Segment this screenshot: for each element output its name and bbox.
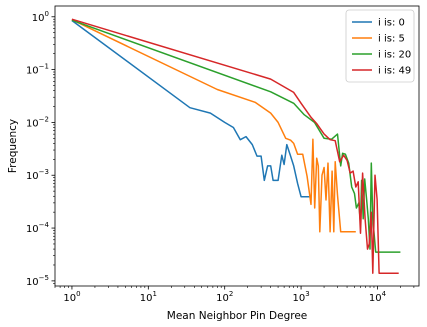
- y-tick-label: 10−3: [26, 168, 49, 182]
- legend-box: [345, 9, 415, 83]
- x-tick-label: 101: [140, 290, 157, 304]
- x-tick-label: 102: [216, 290, 233, 304]
- x-tick-label: 100: [63, 290, 80, 304]
- series-line-0: [71, 19, 311, 198]
- x-tick-label: 103: [292, 290, 309, 304]
- series-line-3: [71, 18, 399, 274]
- y-tick-label: 10−4: [26, 221, 50, 235]
- y-tick-label: 10−1: [26, 63, 49, 77]
- y-axis-label: Frequency: [7, 119, 19, 173]
- plot-frame: [54, 5, 420, 287]
- lines-layer: [71, 18, 401, 274]
- y-tick-label: 10−5: [26, 274, 49, 288]
- legend-label: i is: 5: [378, 34, 405, 45]
- series-line-1: [71, 19, 356, 233]
- series-line-2: [71, 19, 401, 253]
- legend-label: i is: 49: [378, 66, 411, 77]
- y-tick-label: 100: [32, 10, 49, 24]
- x-tick-label: 104: [369, 290, 387, 304]
- x-ticks: 100 101 102 103 104: [54, 286, 415, 304]
- legend-label: i is: 0: [378, 18, 405, 29]
- y-tick-label: 10−2: [26, 115, 49, 129]
- legend: i is: 0 i is: 5 i is: 20 i is: 49: [345, 9, 415, 83]
- y-ticks: 10−5 10−4 10−3 10−2 10−1 100: [26, 10, 55, 288]
- legend-label: i is: 20: [378, 50, 411, 61]
- x-axis-label: Mean Neighbor Pin Degree: [167, 310, 307, 322]
